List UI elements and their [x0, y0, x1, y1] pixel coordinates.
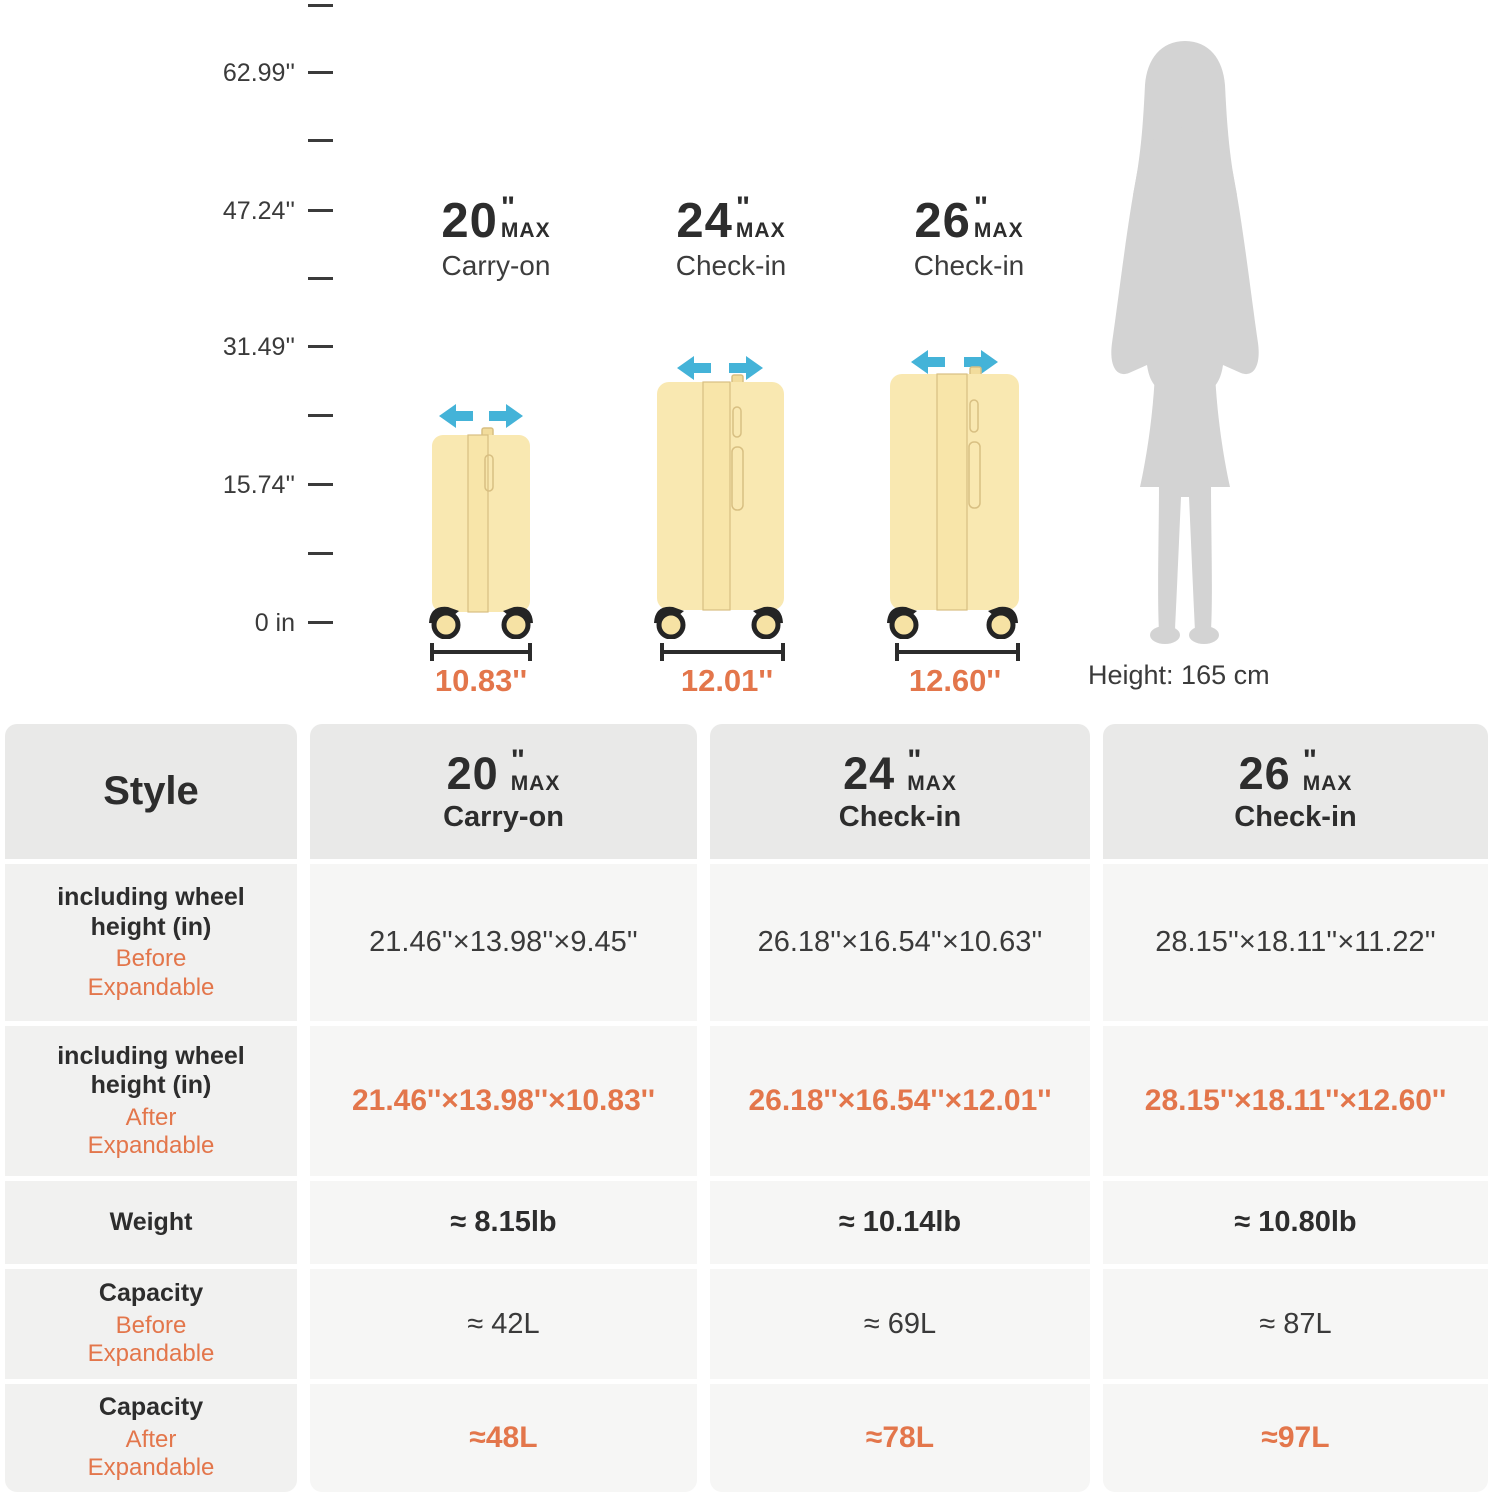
column-type-label: Carry-on [443, 801, 564, 833]
handle-slot [731, 446, 744, 511]
table-cell: 26.18''×16.54''×10.63'' [710, 864, 1090, 1021]
telescopic-handle-band [702, 381, 731, 611]
row-label-cell: including wheel height (in) Before Expan… [5, 864, 297, 1021]
handle-slot [484, 454, 494, 492]
ruler-tick [308, 552, 333, 555]
handle-slot [732, 406, 742, 438]
table-cell: 28.15''×18.11''×12.60'' [1103, 1026, 1488, 1176]
inch-mark: " [1302, 744, 1317, 777]
wheel [887, 606, 919, 639]
expand-arrows-icon [677, 356, 763, 380]
ruler-label: 47.24'' [222, 197, 295, 225]
ruler-tick [308, 277, 333, 280]
row-label-cell: including wheel height (in) After Expand… [5, 1026, 297, 1176]
size-number: 24 [676, 194, 733, 248]
table-cell: ≈78L [710, 1384, 1090, 1492]
person-silhouette [1111, 41, 1259, 644]
product-type-label: Check-in [675, 250, 787, 281]
max-label: MAX [973, 219, 1024, 242]
table-cell: ≈97L [1103, 1384, 1488, 1492]
wheel [501, 606, 533, 639]
inch-mark: " [973, 191, 989, 224]
ruler-tick [308, 71, 333, 74]
table-cell: ≈ 87L [1103, 1269, 1488, 1379]
product-title-26: 26 " MAX Check-in [913, 191, 1025, 282]
inch-mark: " [510, 744, 525, 777]
table-cell: 26.18''×16.54''×12.01'' [710, 1026, 1090, 1176]
style-header-label: Style [103, 769, 199, 813]
inch-mark: " [907, 744, 922, 777]
width-dimension-line [430, 643, 532, 661]
product-title-20: 20 " MAX Carry-on [441, 191, 551, 282]
size-number: 20 [446, 748, 499, 799]
wheel [429, 606, 461, 639]
table-cell: ≈ 10.14lb [710, 1181, 1090, 1264]
column-type-label: Check-in [1234, 801, 1357, 833]
width-dimension-label: 10.83'' [434, 663, 528, 698]
expand-arrows-icon [911, 350, 998, 374]
product-title-24: 24 " MAX Check-in [675, 191, 787, 282]
ruler-label: 31.49'' [222, 333, 295, 361]
style-header-cell: Style [5, 724, 297, 859]
spec-table: Style 20 " MAX Carry-on 24 " MAX Check-i… [5, 724, 1488, 1492]
column-header-24: 24 " MAX Check-in [710, 724, 1090, 859]
size-number: 24 [843, 748, 896, 799]
table-cell: ≈48L [310, 1384, 697, 1492]
max-label: MAX [1302, 772, 1353, 795]
max-label: MAX [907, 772, 957, 795]
table-cell: ≈ 8.15lb [310, 1181, 697, 1264]
column-header-26: 26 " MAX Check-in [1103, 724, 1488, 859]
table-cell: 21.46''×13.98''×9.45'' [310, 864, 697, 1021]
person-height-label: Height: 165 cm [1088, 660, 1270, 690]
suitcase-20-illustration [429, 404, 533, 639]
ruler-label: 0 in [254, 609, 295, 637]
wheel [986, 606, 1018, 639]
width-dimension-line [895, 643, 1020, 661]
product-type-label: Check-in [913, 250, 1025, 281]
ruler-tick [308, 414, 333, 417]
ruler-tick [308, 483, 333, 486]
column-type-label: Check-in [838, 801, 962, 833]
suitcase-26-illustration [887, 350, 1019, 639]
width-dimension-label: 12.60'' [908, 663, 1002, 698]
size-number: 26 [1238, 748, 1291, 799]
ruler-tick [308, 139, 333, 142]
row-label-cell: Capacity After Expandable [5, 1384, 297, 1492]
table-cell: ≈ 42L [310, 1269, 697, 1379]
ruler-tick [308, 4, 333, 7]
table-cell: 21.46''×13.98''×10.83'' [310, 1026, 697, 1176]
handle-slot [969, 399, 979, 433]
ruler-label: 15.74'' [222, 471, 295, 499]
suitcase-24-illustration [654, 356, 784, 639]
handle-slot [968, 441, 981, 509]
row-label-cell: Capacity Before Expandable [5, 1269, 297, 1379]
row-label-cell: Weight [5, 1181, 297, 1264]
expand-arrows-icon [439, 404, 523, 428]
ruler-label: 62.99'' [222, 59, 295, 87]
width-dimension-label: 12.01'' [680, 663, 774, 698]
table-cell: 28.15''×18.11''×11.22'' [1103, 864, 1488, 1021]
table-cell: ≈ 10.80lb [1103, 1181, 1488, 1264]
ruler-tick [308, 345, 333, 348]
max-label: MAX [735, 219, 786, 242]
max-label: MAX [500, 219, 551, 242]
product-type-label: Carry-on [441, 250, 551, 281]
table-cell: ≈ 69L [710, 1269, 1090, 1379]
ruler-tick [308, 621, 333, 624]
max-label: MAX [510, 772, 561, 795]
telescopic-handle-band [467, 434, 489, 613]
inch-mark: " [500, 191, 516, 224]
inch-mark: " [735, 191, 751, 224]
size-number: 26 [914, 194, 971, 248]
ruler-tick [308, 209, 333, 212]
column-header-20: 20 " MAX Carry-on [310, 724, 697, 859]
size-number: 20 [441, 194, 498, 248]
telescopic-handle-band [936, 373, 968, 611]
width-dimension-line [660, 643, 785, 661]
wheel [654, 606, 686, 639]
wheel [751, 606, 783, 639]
